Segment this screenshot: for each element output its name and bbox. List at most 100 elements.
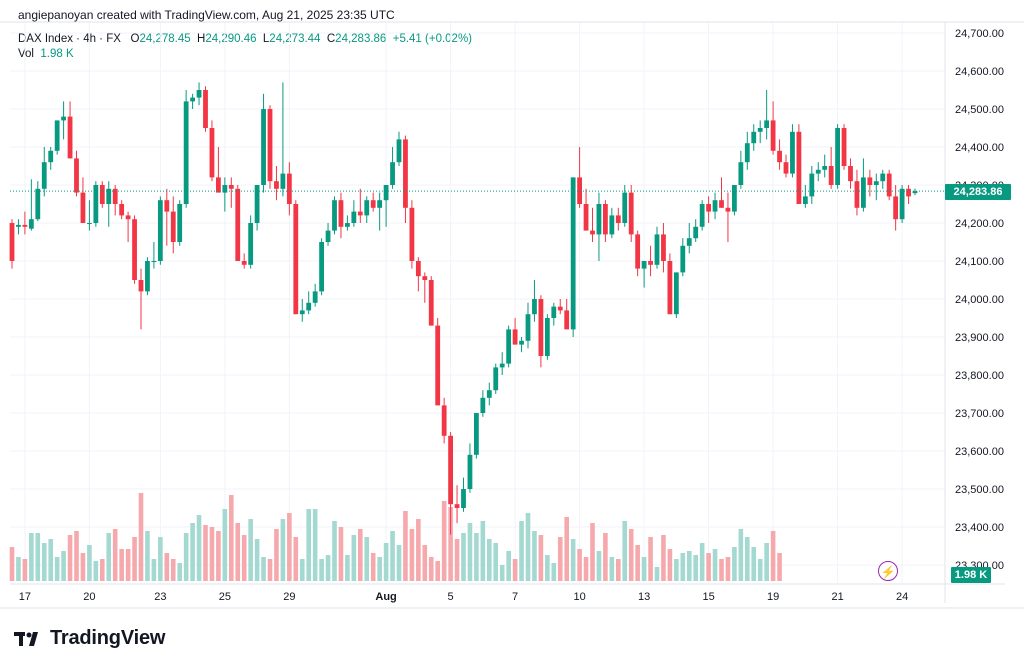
volume-bar [170, 559, 176, 581]
volume-bar [428, 557, 434, 581]
candle-body [615, 215, 621, 223]
volume-bar [448, 507, 453, 581]
candle-body [190, 97, 195, 102]
x-tick-label: 21 [831, 591, 843, 603]
volume-bar [661, 535, 666, 581]
volume-bar [377, 557, 382, 581]
volume-bar [667, 549, 673, 581]
volume-bar [267, 559, 273, 581]
volume-bar [628, 529, 634, 581]
low-value: 24,273.44 [269, 33, 321, 45]
candle-body [319, 242, 324, 292]
x-tick-label: 19 [767, 591, 779, 603]
candle-body [783, 162, 789, 174]
candle-body [764, 120, 770, 128]
candle-body [725, 207, 731, 212]
candle-body [35, 188, 41, 220]
candle-body [906, 188, 911, 197]
candle-body [299, 310, 305, 315]
candle-body [235, 188, 241, 261]
candle-body [441, 405, 447, 436]
candle-body [112, 188, 118, 204]
y-tick-label: 23,900.00 [955, 332, 1004, 344]
volume-bar [499, 565, 505, 581]
close-value: 24,283.86 [335, 33, 387, 45]
volume-bar [261, 557, 266, 581]
candle-body [357, 211, 363, 216]
candle-body [661, 234, 666, 261]
candle-body [486, 390, 492, 398]
volume-bar [693, 555, 698, 581]
volume-bar [590, 523, 595, 581]
candle-body [209, 128, 215, 178]
lightning-icon[interactable]: ⚡ [878, 561, 898, 581]
candle-body [267, 109, 273, 182]
candle-body [274, 181, 279, 189]
volume-bar [480, 521, 486, 581]
candle-body [9, 223, 15, 261]
volume-bar [712, 549, 718, 581]
volume-bar [9, 547, 15, 581]
candle-body [751, 131, 757, 144]
candle-body [519, 340, 524, 345]
candle-body [551, 306, 557, 318]
candle-body [306, 302, 312, 311]
candle-body [41, 162, 47, 189]
candle-body [506, 329, 512, 364]
candle-body [757, 128, 763, 132]
volume-bar [603, 533, 608, 581]
volume-bar [641, 557, 647, 581]
volume-bar [274, 529, 279, 581]
candle-body [609, 215, 615, 235]
volume-bar [106, 533, 112, 581]
candle-body [512, 329, 518, 345]
volume-bar [119, 549, 124, 581]
volume-bar [241, 535, 247, 581]
candle-body [177, 204, 183, 242]
candle-body [583, 204, 589, 231]
candle-body [390, 162, 395, 185]
candle-body [667, 261, 673, 315]
x-tick-label: 25 [219, 591, 231, 603]
volume-bar [325, 555, 331, 581]
y-tick-label: 23,800.00 [955, 370, 1004, 382]
x-tick-label: 5 [448, 591, 454, 603]
volume-bar [164, 553, 170, 581]
volume-bar [229, 495, 234, 581]
x-tick-label: 7 [512, 591, 518, 603]
volume-bar [680, 553, 686, 581]
volume-bar [48, 539, 53, 581]
volume-bar [209, 527, 215, 581]
volume-bar [29, 533, 34, 581]
candle-body [415, 261, 421, 277]
candle-body [628, 192, 634, 235]
volume-bar [635, 545, 640, 581]
candle-body [428, 280, 434, 326]
volume-bar [22, 559, 28, 581]
candle-body [577, 177, 582, 204]
candle-body [332, 200, 337, 231]
volume-bar [403, 511, 408, 581]
volume-bar [280, 519, 286, 581]
volume-bar [306, 509, 311, 581]
tradingview-logo[interactable]: TradingView [14, 627, 165, 650]
candle-body [622, 192, 628, 223]
volume-bar [93, 561, 99, 581]
candle-body [183, 101, 189, 204]
candle-body [835, 128, 840, 185]
candle-body [454, 504, 460, 508]
volume-bar [622, 521, 628, 581]
y-tick-label: 24,700.00 [955, 28, 1004, 40]
volume-bar [61, 551, 66, 581]
candle-body [222, 185, 228, 193]
volume-bar [158, 537, 163, 581]
candle-body [74, 158, 79, 193]
symbol-label[interactable]: DAX Index · 4h · FX [18, 33, 121, 45]
candle-body [261, 109, 266, 185]
volume-bar [254, 539, 260, 581]
candle-body [532, 299, 537, 315]
x-tick-label: 24 [896, 591, 908, 603]
volume-bar [512, 559, 518, 581]
candle-body [48, 150, 54, 163]
